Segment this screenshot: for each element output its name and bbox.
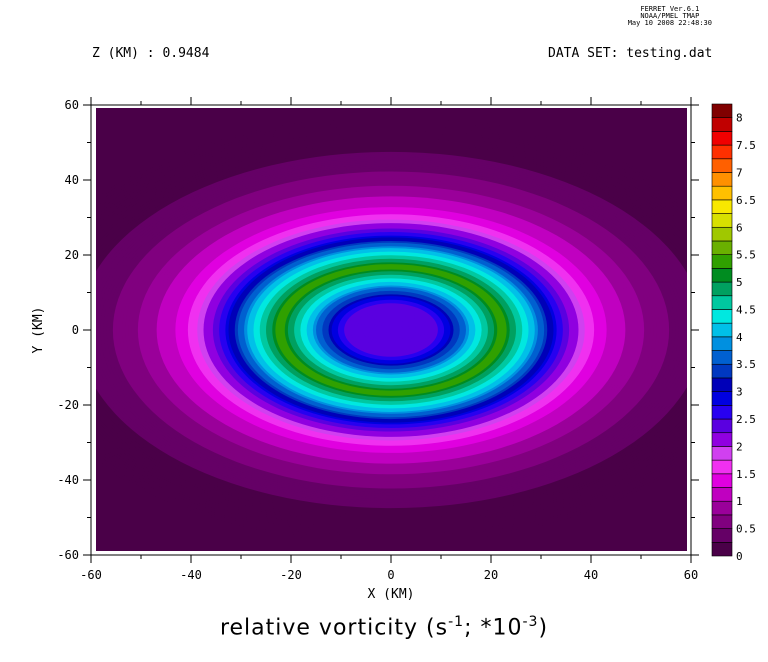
colorbar-swatch [711,542,733,557]
title-exp1: -1 [448,614,465,630]
x-tick-label: -40 [180,568,202,582]
colorbar-swatch [711,336,733,351]
x-tick-label: -60 [80,568,102,582]
colorbar-label: 5 [736,276,743,289]
colorbar-label: 7.5 [736,139,756,152]
colorbar-swatch [711,418,733,434]
y-tick-label: -20 [57,398,79,412]
colorbar-label: 8 [736,112,743,125]
colorbar-swatch [711,268,733,283]
colorbar-swatch [711,432,733,447]
y-tick-label: 0 [72,323,79,337]
title-exp2: -3 [522,614,539,630]
colorbar-swatch [711,309,733,324]
contour-field [96,108,687,551]
y-tick-label: -60 [57,548,79,562]
colorbar-swatch [711,446,733,461]
colorbar-swatch [711,213,733,228]
colorbar-swatch [711,158,733,173]
y-tick-label: 40 [65,173,79,187]
colorbar-label: 6.5 [736,194,756,207]
colorbar-label: 1 [736,495,743,508]
colorbar: 0 0.5 1 1.5 2 2.5 3 3.5 4 4.5 5 5.5 6 6.5 7 7.5 8 [711,103,756,563]
colorbar-swatch [711,131,733,146]
title-mid: ; *10 [464,615,523,641]
colorbar-swatch [711,144,733,160]
y-axis-label: Y (KM) [31,307,46,354]
stamp-line-1: FERRET Ver.6.1 [640,5,700,13]
colorbar-swatch [711,117,733,132]
chart-title: relative vorticity (s-1; *10-3) [0,614,768,640]
x-tick-label: 0 [387,568,394,582]
colorbar-label: 7 [736,166,743,179]
colorbar-label: 3 [736,386,743,399]
colorbar-swatch [711,172,733,187]
colorbar-label: 0 [736,550,743,563]
colorbar-swatch [711,377,733,392]
colorbar-swatch [711,391,733,406]
colorbar-swatch [711,350,733,365]
y-tick-label: -40 [57,473,79,487]
colorbar-swatch [711,363,733,379]
x-tick-label: 40 [584,568,598,582]
colorbar-swatch [711,322,733,338]
colorbar-swatch [711,226,733,242]
z-level-label: Z (KM) : 0.9484 [92,46,210,61]
colorbar-swatch [711,295,733,310]
colorbar-swatch [711,254,733,269]
y-tick-label: 20 [65,248,79,262]
colorbar-label: 3.5 [736,358,756,371]
title-main: relative vorticity (s [219,615,449,641]
colorbar-swatch [711,514,733,529]
colorbar-swatch [711,500,733,516]
colorbar-swatch [711,528,733,543]
y-tick-label: 60 [65,98,79,112]
dataset-label: DATA SET: testing.dat [548,46,713,61]
colorbar-label: 0.5 [736,523,756,536]
colorbar-swatch [711,185,733,201]
colorbar-swatch [711,405,733,420]
title-end: ) [538,615,549,641]
stamp-line-2: NOAA/PMEL TMAP [640,12,700,20]
colorbar-swatch [711,473,733,488]
colorbar-label: 6 [736,221,743,234]
x-axis-label: X (KM) [368,587,415,602]
x-tick-label: 20 [484,568,498,582]
colorbar-swatch [711,459,733,475]
colorbar-swatch [711,240,733,255]
colorbar-swatch [711,103,733,118]
colorbar-label: 2.5 [736,413,756,426]
stamp-line-3: May 10 2008 22:48:30 [627,19,712,27]
x-tick-label: 60 [684,568,698,582]
colorbar-swatch [711,281,733,297]
colorbar-label: 2 [736,440,743,453]
x-tick-label: -20 [280,568,302,582]
colorbar-label: 4.5 [736,303,756,316]
colorbar-label: 4 [736,331,743,344]
ferret-stamp: FERRET Ver.6.1 NOAA/PMEL TMAP May 10 200… [628,6,712,27]
axes: -60 -40 -20 0 20 40 60 60 40 20 0 -20 -40 -60 [57,97,699,582]
colorbar-label: 5.5 [736,249,756,262]
colorbar-swatch [711,199,733,214]
colorbar-label: 1.5 [736,468,756,481]
colorbar-swatch [711,487,733,502]
